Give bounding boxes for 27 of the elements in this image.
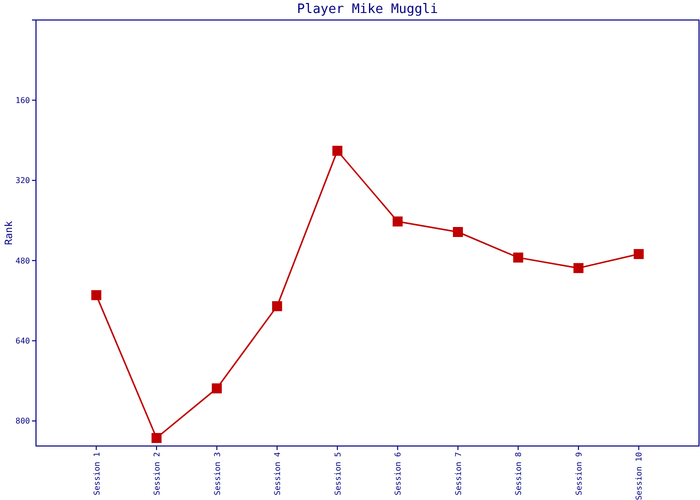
y-tick-label: 480 <box>16 256 30 266</box>
y-tick-label: 160 <box>16 96 30 105</box>
x-tick-label: Session 3 <box>212 452 222 496</box>
point <box>91 290 102 300</box>
chart-title: Player Mike Muggli <box>297 2 438 17</box>
x-tick-label: Session 4 <box>273 452 282 496</box>
y-tick-label: 800 <box>16 416 30 426</box>
x-tick-label: Session 7 <box>454 452 463 496</box>
y-tick-label: 640 <box>16 336 30 346</box>
point <box>513 252 524 263</box>
point <box>573 263 584 274</box>
point <box>212 383 222 394</box>
x-tick-label: Session 2 <box>152 452 162 496</box>
point <box>392 216 403 226</box>
y-axis-title: Rank <box>4 220 15 246</box>
x-tick-label: Session 8 <box>514 452 524 496</box>
x-tick-label: Session 10 <box>634 452 644 500</box>
x-tick-label: Session 5 <box>333 452 342 496</box>
x-tick-label: Session 1 <box>92 452 102 496</box>
point <box>152 432 162 443</box>
x-tick-label: Session 9 <box>574 452 584 496</box>
x-tick-label: Session 6 <box>394 452 403 496</box>
point <box>634 249 644 260</box>
point <box>332 146 342 156</box>
y-tick-label: 320 <box>16 176 30 186</box>
point <box>452 227 463 237</box>
point <box>272 301 282 312</box>
